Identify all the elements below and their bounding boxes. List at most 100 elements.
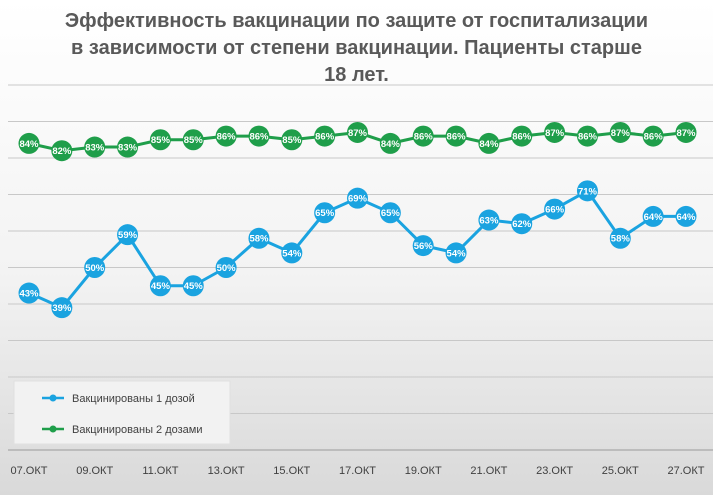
data-label: 86% xyxy=(447,132,467,143)
data-point xyxy=(609,227,631,249)
data-label: 54% xyxy=(282,248,302,259)
data-point xyxy=(511,125,533,147)
data-label: 54% xyxy=(447,248,467,259)
data-point xyxy=(84,257,106,278)
data-label: 82% xyxy=(52,146,72,157)
data-label: 85% xyxy=(184,135,204,146)
data-label: 59% xyxy=(118,230,138,241)
data-point xyxy=(281,129,303,151)
data-point xyxy=(347,187,368,209)
data-point xyxy=(117,224,139,246)
data-point xyxy=(347,121,368,143)
data-label: 65% xyxy=(381,208,401,219)
data-point xyxy=(412,125,434,147)
data-point xyxy=(18,132,40,154)
data-label: 86% xyxy=(512,132,532,143)
x-tick-label: 17.ОКТ xyxy=(339,465,376,477)
legend-swatch-marker xyxy=(49,394,57,402)
legend: Вакцинированы 1 дозой Вакцинированы 2 доз… xyxy=(13,380,231,445)
data-label: 69% xyxy=(348,194,368,205)
data-point xyxy=(379,202,401,224)
legend-entry: Вакцинированы 2 дозами xyxy=(72,424,203,436)
data-label: 43% xyxy=(19,288,39,299)
data-point xyxy=(84,136,106,158)
data-point xyxy=(182,129,204,151)
data-point xyxy=(445,125,467,147)
series-2: 84% 82% 83% 83% 85% 85% 86% 86% 85% 86% 87% 84% 86% 8… xyxy=(18,121,697,162)
data-label: 66% xyxy=(545,205,565,216)
data-point xyxy=(642,205,664,227)
data-point xyxy=(18,282,40,304)
data-label: 58% xyxy=(249,234,269,245)
x-tick-label: 21.ОКТ xyxy=(470,465,507,477)
data-label: 45% xyxy=(184,281,204,292)
data-point xyxy=(149,129,171,151)
data-label: 58% xyxy=(611,234,631,245)
data-label: 87% xyxy=(348,128,368,139)
data-point xyxy=(248,227,270,249)
data-label: 56% xyxy=(414,241,434,252)
data-label: 84% xyxy=(381,139,401,150)
data-label: 84% xyxy=(479,139,499,150)
data-point xyxy=(182,275,204,297)
data-point xyxy=(215,257,237,278)
x-tick-label: 07.ОКТ xyxy=(11,465,48,477)
data-label: 87% xyxy=(611,128,631,139)
x-tick-label: 11.ОКТ xyxy=(142,465,178,477)
data-label: 62% xyxy=(512,219,532,230)
data-label: 86% xyxy=(315,132,335,143)
x-tick-label: 13.ОКТ xyxy=(208,465,245,477)
x-tick-label: 15.ОКТ xyxy=(273,465,310,477)
data-label: 83% xyxy=(118,142,138,153)
series-1: 43% 39% 50% 59% 45% 45% 50% 58% 54% 65% 69% 65% 56% 5… xyxy=(18,180,697,319)
data-point xyxy=(675,205,697,227)
data-label: 86% xyxy=(249,132,269,143)
data-point xyxy=(314,202,336,224)
data-point xyxy=(675,121,697,143)
data-label: 86% xyxy=(578,132,598,143)
data-point xyxy=(642,125,664,147)
data-label: 63% xyxy=(479,215,499,226)
data-label: 50% xyxy=(217,263,237,274)
legend-entry: Вакцинированы 1 дозой xyxy=(72,393,195,405)
x-tick-label: 25.ОКТ xyxy=(602,465,639,477)
data-point xyxy=(609,121,631,143)
data-point xyxy=(511,213,533,235)
data-label: 85% xyxy=(151,135,171,146)
data-point xyxy=(248,125,270,147)
data-label: 65% xyxy=(315,208,335,219)
data-label: 64% xyxy=(644,212,664,223)
data-label: 86% xyxy=(644,132,664,143)
data-label: 50% xyxy=(85,263,105,274)
data-label: 86% xyxy=(414,132,434,143)
data-label: 64% xyxy=(676,212,696,223)
data-point xyxy=(314,125,336,147)
data-point xyxy=(215,125,237,147)
chart-title: Эффективность вакцинации по защите от го… xyxy=(64,10,649,86)
legend-box xyxy=(13,380,231,445)
data-point xyxy=(544,198,566,220)
data-point xyxy=(576,125,598,147)
data-point xyxy=(281,242,303,264)
x-axis-ticks: 07.ОКТ 09.ОКТ 11.ОКТ 13.ОКТ 15.ОКТ 17.ОКТ 19.О… xyxy=(11,465,705,477)
data-point xyxy=(576,180,598,202)
data-point xyxy=(51,297,73,319)
data-label: 85% xyxy=(282,135,302,146)
data-label: 83% xyxy=(85,142,105,153)
data-label: 39% xyxy=(52,303,72,314)
data-label: 87% xyxy=(676,128,696,139)
x-tick-label: 19.ОКТ xyxy=(405,465,442,477)
x-tick-label: 23.ОКТ xyxy=(536,465,573,477)
series-layer: 43% 39% 50% 59% 45% 45% 50% 58% 54% 65% 69% 65% 56% 5… xyxy=(18,121,697,319)
data-point xyxy=(412,235,434,257)
data-label: 71% xyxy=(578,186,598,197)
data-point xyxy=(117,136,139,158)
data-point xyxy=(478,132,500,154)
data-label: 45% xyxy=(151,281,171,292)
data-point xyxy=(149,275,171,297)
data-label: 86% xyxy=(217,132,237,143)
data-point xyxy=(51,140,73,162)
x-tick-label: 27.ОКТ xyxy=(668,465,705,477)
x-tick-label: 09.ОКТ xyxy=(76,465,113,477)
